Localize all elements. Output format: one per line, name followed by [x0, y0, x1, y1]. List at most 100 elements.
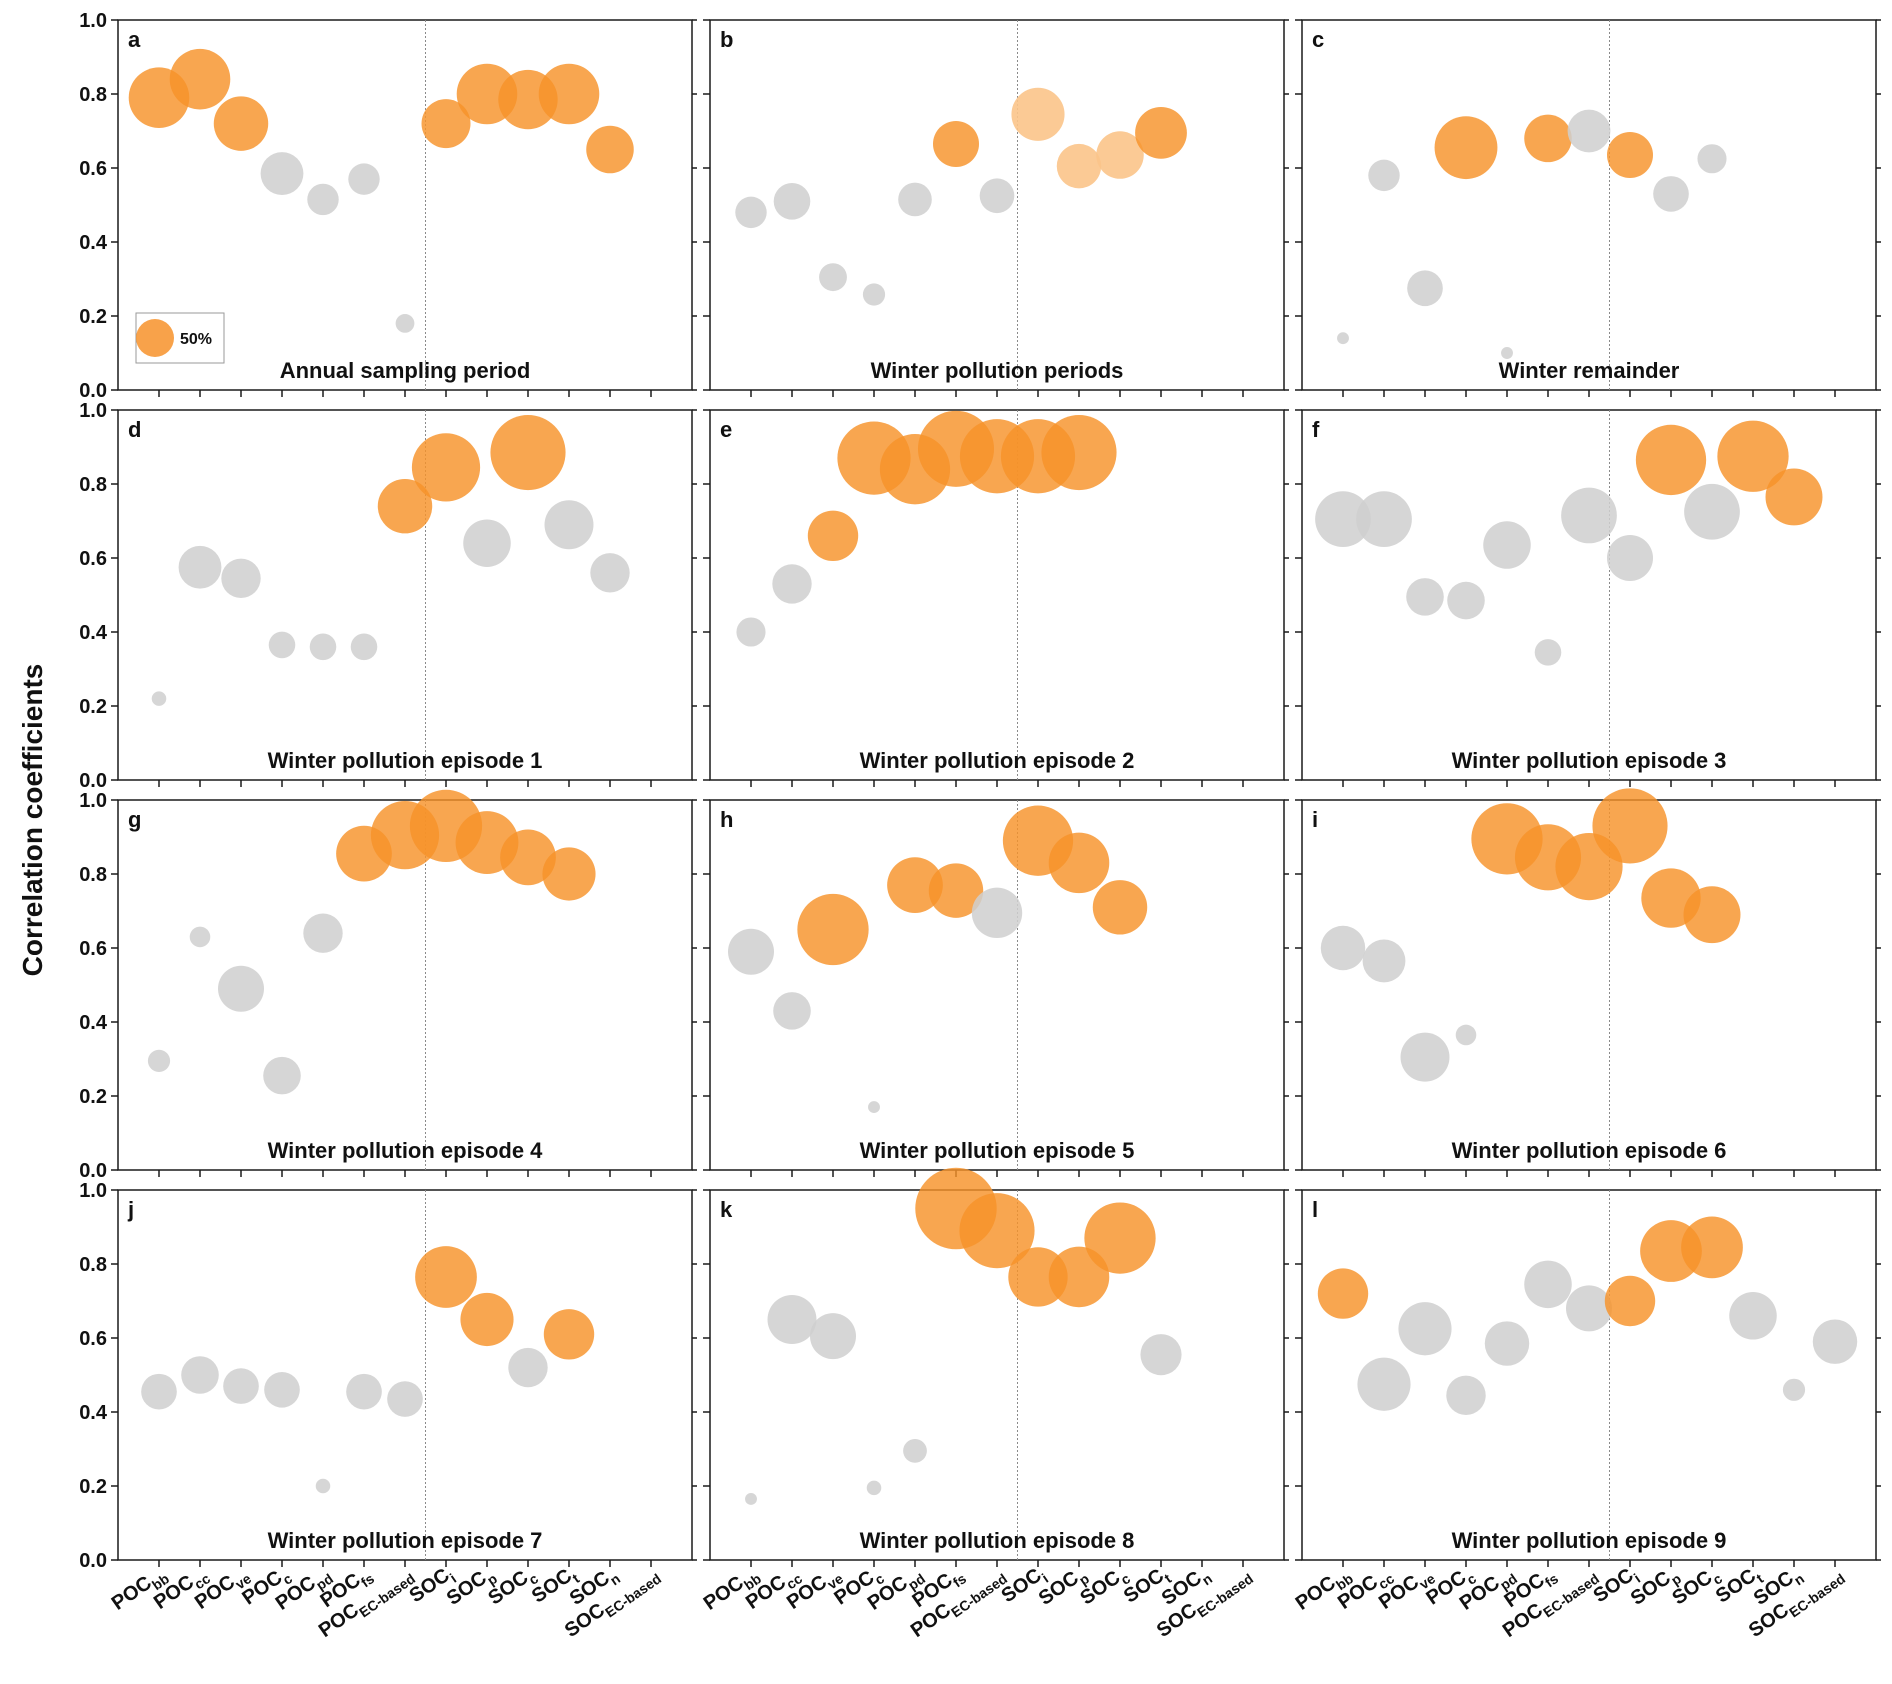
panel-c: c Winter remainder	[1295, 19, 1881, 397]
bubble-point	[1407, 270, 1443, 307]
bubble-point	[1356, 491, 1412, 548]
bubble-point	[727, 928, 775, 975]
bubble-point	[1362, 939, 1406, 983]
bubble-point	[1368, 159, 1400, 192]
category-main: POC	[108, 1572, 156, 1615]
bubble-point	[773, 992, 811, 1030]
y-tick-label: 0.8	[79, 84, 107, 106]
bubble-point	[971, 887, 1023, 939]
panel-letter: e	[720, 417, 732, 442]
category-main: POC	[907, 1599, 955, 1642]
legend-bubble	[136, 319, 174, 357]
panel-title: Winter pollution periods	[871, 358, 1124, 383]
bubble-point	[542, 847, 596, 901]
bubble-point	[1684, 483, 1740, 540]
panel-title: Winter pollution episode 3	[1452, 748, 1727, 773]
y-tick-label: 0.4	[79, 1402, 108, 1424]
bubble-point	[745, 1493, 757, 1505]
bubble-point	[1697, 144, 1727, 174]
bubble-point	[181, 1356, 219, 1394]
bubble-point	[1604, 1275, 1656, 1327]
bubble-point	[346, 1373, 382, 1410]
bubble-point	[490, 414, 566, 491]
y-tick-label: 0.6	[79, 938, 107, 960]
bubble-point	[1398, 1302, 1452, 1356]
category-main: POC	[700, 1572, 748, 1615]
panel-letter: i	[1312, 807, 1318, 832]
bubble-point	[1606, 132, 1654, 179]
panel-d: 0.0 0.2 0.4 0.6 0.8 1.0 d Winter pollution epis…	[79, 400, 697, 792]
category-main: SOC	[1153, 1599, 1201, 1642]
bubble-point	[377, 478, 433, 534]
bubble-point	[773, 182, 811, 220]
panel-g: 0.0 0.2 0.4 0.6 0.8 1.0 g Winter pollution epis…	[79, 789, 697, 1182]
bubble-point	[866, 1480, 882, 1496]
bubble-point	[415, 1246, 477, 1308]
y-tick-label: 0.0	[79, 1550, 107, 1572]
bubble-point	[590, 553, 630, 593]
bubble-point	[959, 1193, 1035, 1269]
bubble-point	[217, 965, 265, 1012]
category-main: SOC	[1590, 1564, 1638, 1607]
bubble-point	[348, 163, 380, 195]
y-tick-label: 1.0	[79, 1180, 107, 1202]
panel-letter: a	[128, 27, 141, 52]
y-tick-label: 0.2	[79, 1476, 107, 1498]
category-main: POC	[1292, 1572, 1340, 1615]
bubble-point	[772, 564, 812, 604]
bubble-point	[809, 1313, 857, 1360]
category-main: SOC	[406, 1564, 454, 1607]
y-tick-label: 0.0	[79, 1160, 107, 1182]
bubble-point	[1683, 886, 1741, 944]
panel-letter: b	[720, 27, 733, 52]
bubble-point	[1635, 424, 1707, 496]
bubble-point	[350, 633, 378, 661]
bubble-point	[309, 633, 337, 661]
panel-title: Annual sampling period	[280, 358, 531, 383]
panel-letter: j	[127, 1197, 134, 1222]
bubble-point	[868, 1101, 880, 1114]
bubble-point	[1729, 1292, 1777, 1340]
category-main: SOC	[561, 1599, 609, 1642]
bubble-point	[263, 1056, 301, 1095]
panel-letter: f	[1312, 417, 1320, 442]
bubble-point	[1400, 1032, 1450, 1082]
bubble-point	[307, 183, 339, 216]
bubble-point	[544, 500, 594, 550]
panel-title: Winter pollution episode 6	[1452, 1138, 1727, 1163]
bubble-point	[887, 857, 943, 913]
bubble-point	[1135, 106, 1187, 159]
panel-b: b Winter pollution periods	[703, 19, 1289, 397]
bubble-point	[1140, 1334, 1182, 1376]
bubble-point	[268, 631, 296, 659]
y-tick-label: 0.0	[79, 380, 107, 402]
bubble-point	[1041, 414, 1117, 491]
bubble-point	[463, 519, 511, 567]
bubble-point	[500, 829, 556, 886]
plot-frame	[1301, 19, 1877, 391]
bubble-point	[1048, 832, 1110, 894]
bubble-point	[169, 48, 231, 110]
bubble-point	[903, 1438, 927, 1463]
bubble-point	[1782, 1378, 1806, 1401]
panel-title: Winter remainder	[1499, 358, 1680, 383]
bubble-point	[1434, 116, 1498, 180]
y-tick-label: 1.0	[79, 400, 107, 422]
bubble-point	[1592, 788, 1668, 864]
bubble-point	[178, 545, 222, 589]
panel-j: 0.0 0.2 0.4 0.6 0.8 1.0 j Winter pollution epis…	[79, 1180, 697, 1642]
bubble-point	[1446, 1375, 1486, 1416]
bubble-point	[141, 1373, 177, 1410]
bubble-point	[898, 182, 932, 217]
bubble-point	[807, 510, 859, 561]
y-tick-label: 0.8	[79, 1254, 107, 1276]
y-tick-label: 0.4	[79, 1012, 108, 1034]
bubble-point	[1357, 1357, 1411, 1411]
bubble-point	[797, 893, 869, 966]
y-axis-label: Correlation coefficients	[17, 664, 48, 977]
bubble-point	[1653, 176, 1689, 212]
bubble-point	[303, 913, 343, 953]
bubble-point	[151, 691, 167, 706]
